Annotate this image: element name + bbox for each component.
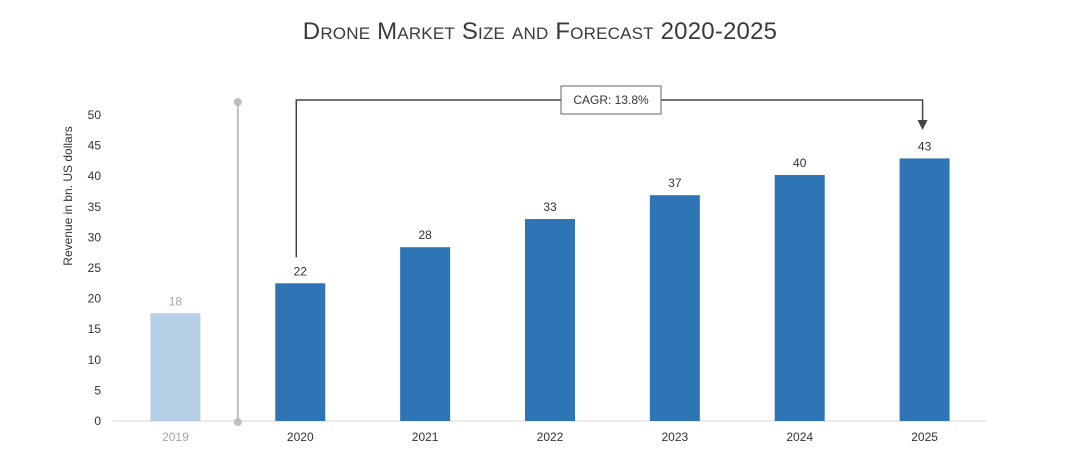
- bar-2022: [525, 219, 575, 421]
- y-tick-label: 20: [88, 292, 102, 306]
- bar-2020: [275, 283, 326, 421]
- period-divider-top-dot: [233, 98, 242, 106]
- x-tick-label-2023: 2023: [662, 430, 689, 444]
- bar-2019: [150, 313, 201, 421]
- y-tick-label: 10: [88, 353, 102, 367]
- data-label-2021: 28: [418, 228, 432, 242]
- y-tick-label: 40: [88, 169, 102, 183]
- x-tick-label-2022: 2022: [537, 430, 564, 444]
- bar-2024: [774, 174, 825, 421]
- y-tick-label: 5: [94, 383, 101, 397]
- x-tick-label-2020: 2020: [287, 430, 314, 444]
- y-tick-label: 35: [88, 200, 102, 214]
- x-tick-label-2025: 2025: [911, 430, 938, 444]
- cagr-label-box: [560, 85, 662, 115]
- y-tick-label: 45: [88, 139, 102, 153]
- data-label-2020: 22: [294, 264, 308, 278]
- data-label-2023: 37: [668, 176, 682, 190]
- y-tick-label: 15: [88, 322, 102, 336]
- x-tick-label-2019: 2019: [162, 430, 189, 444]
- data-label-2019: 18: [169, 294, 183, 308]
- bar-2025: [899, 158, 950, 421]
- data-label-2024: 40: [793, 156, 807, 170]
- y-tick-label: 0: [94, 414, 101, 428]
- data-label-2022: 33: [543, 200, 557, 214]
- data-label-2025: 43: [918, 139, 932, 153]
- bar-2021: [400, 247, 451, 421]
- cagr-arrowhead: [917, 120, 928, 130]
- period-divider-bottom-dot: [233, 418, 242, 426]
- cagr-label: CAGR: 13.8%: [573, 93, 649, 107]
- y-tick-label: 50: [88, 108, 102, 122]
- x-tick-label-2024: 2024: [786, 430, 813, 444]
- y-axis-label: Revenue in bn. US dollars: [61, 126, 75, 265]
- y-tick-label: 25: [88, 261, 102, 275]
- chart-title: Drone Market Size and Forecast 2020-2025: [302, 18, 778, 45]
- x-tick-label-2021: 2021: [412, 430, 439, 444]
- y-tick-label: 30: [88, 230, 102, 244]
- cagr-bracket-line: [295, 99, 924, 258]
- bar-2023: [649, 195, 700, 421]
